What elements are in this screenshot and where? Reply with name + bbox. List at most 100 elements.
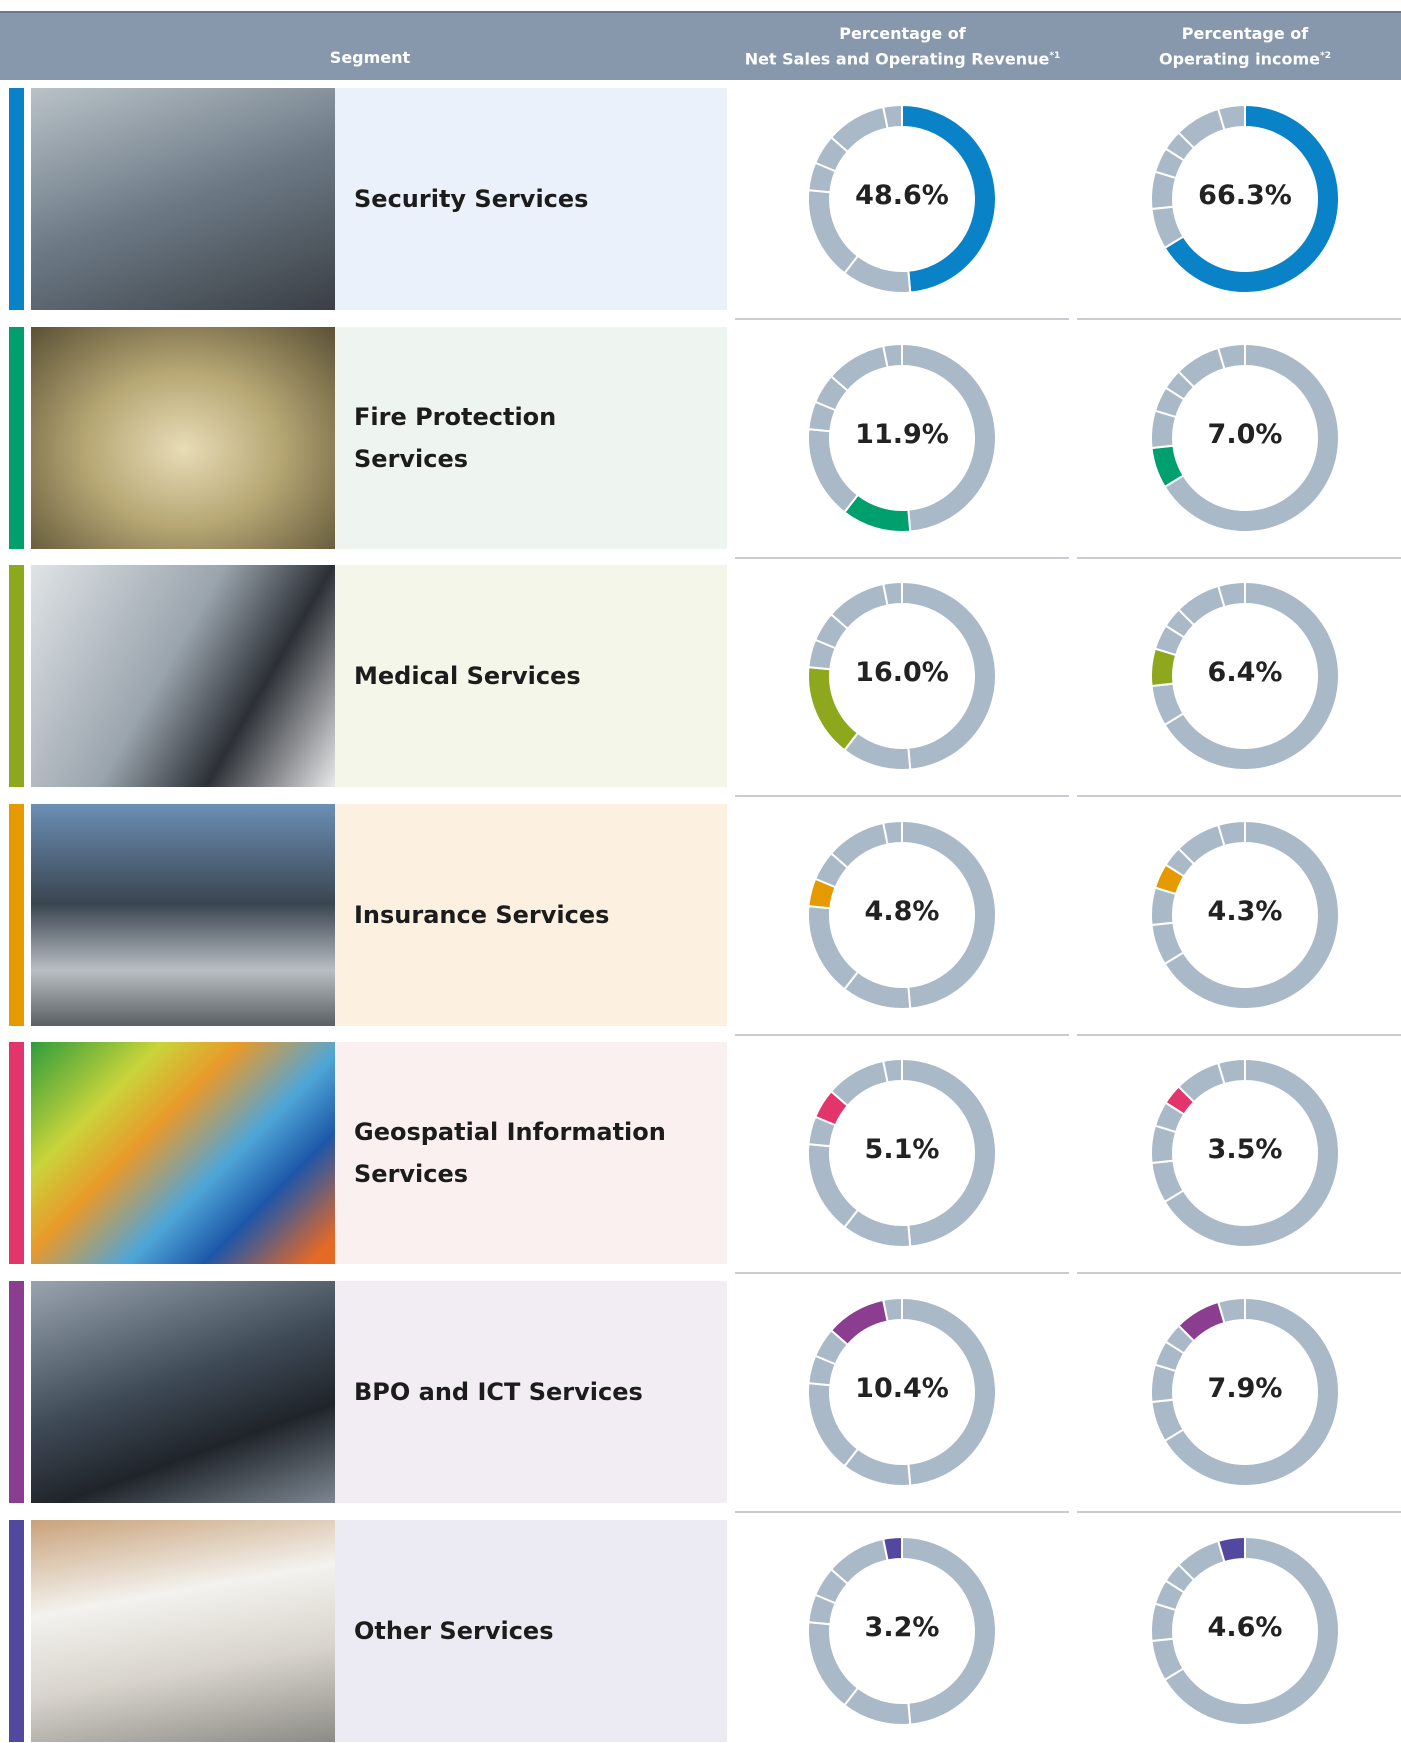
segment-header: Segment [329, 48, 411, 67]
segment-name-text: Security Services [354, 185, 589, 213]
segment-name: Geospatial Information Services [335, 1042, 727, 1265]
footnote-mark: *1 [1049, 51, 1061, 61]
segment-photo [31, 1519, 335, 1742]
donut-segment [829, 1060, 889, 1108]
donut-segment [829, 105, 889, 154]
footnote-mark: *2 [1320, 51, 1331, 61]
percentage-label: 4.6% [1207, 1611, 1283, 1643]
donut [1150, 1296, 1340, 1487]
donut-segment [1216, 1058, 1246, 1086]
donut-segment [1163, 1058, 1340, 1249]
donut-segment [1163, 581, 1340, 772]
donut-segment [882, 581, 903, 607]
donut [807, 819, 997, 1010]
row-separator [735, 1033, 1069, 1036]
header-bar: Segment Percentage of Net Sales and Oper… [0, 11, 1401, 80]
donut-segment [829, 1537, 889, 1585]
donut-segment [1216, 819, 1246, 848]
segment-color-bar [9, 326, 24, 549]
donut-segment [1216, 1296, 1246, 1325]
donut-segment [1216, 1535, 1246, 1563]
segment-name-text: Other Services [354, 1616, 554, 1645]
percentage-label: 3.2% [864, 1611, 940, 1643]
segment-name: Security Services [335, 88, 727, 310]
segment-name-text: Geospatial Information Services [354, 1118, 666, 1189]
segment-name-text: Fire Protection Services [354, 402, 557, 473]
row-separator [735, 1511, 1069, 1513]
donut-segment [829, 821, 889, 869]
segment-name: BPO and ICT Services [335, 1281, 727, 1503]
header-line: Operating income*2 [1085, 45, 1401, 70]
row-separator [735, 795, 1069, 798]
percentage-label: 6.4% [1207, 657, 1283, 689]
row-separator [735, 1272, 1069, 1275]
segment-name-text: Insurance Services [354, 900, 610, 929]
segment-name: Insurance Services [335, 803, 727, 1026]
donut-segment [1163, 1296, 1340, 1487]
donut-segment [882, 342, 903, 369]
percentage-label: 16.0% [855, 657, 949, 689]
donut [807, 342, 997, 533]
header-line: Operating income [1159, 49, 1321, 69]
column-header: Percentage of Net Sales and Operating Re… [720, 23, 1085, 70]
donut-segment [829, 1298, 889, 1347]
segment-photo [31, 803, 335, 1026]
percentage-label: 7.9% [1207, 1373, 1283, 1404]
segment-name-text: BPO and ICT Services [354, 1378, 643, 1406]
row-separator [1077, 556, 1401, 559]
header-line: Percentage of [839, 24, 966, 43]
header-line: Net Sales and Operating Revenue*1 [720, 45, 1085, 70]
donut-segment [1163, 342, 1340, 533]
percentage-label: 11.9% [855, 418, 949, 450]
percentage-label: 4.3% [1207, 895, 1283, 927]
segment-name-text: Medical Services [354, 662, 581, 691]
percentage-label: 10.4% [855, 1373, 949, 1404]
percentage-label: 66.3% [1198, 180, 1292, 211]
segment-photo [31, 88, 335, 310]
row-separator [735, 556, 1069, 559]
row-separator [1077, 1511, 1401, 1513]
donut-segment [1163, 1535, 1340, 1726]
segment-name: Other Services [335, 1519, 727, 1742]
segment-color-bar [9, 565, 24, 788]
donut [1150, 1535, 1340, 1726]
donut-segment [1216, 581, 1246, 609]
donut-segment [882, 1535, 903, 1562]
column-header: Percentage of Operating income*2 [1085, 23, 1401, 70]
segment-color-bar [9, 1042, 24, 1265]
segment-color-bar [9, 1281, 24, 1503]
donut-segment [1163, 819, 1340, 1010]
donut-segment [1216, 103, 1246, 132]
row-separator [1077, 318, 1401, 320]
donut [807, 581, 997, 772]
donut-segment [882, 819, 903, 846]
percentage-label: 48.6% [855, 180, 949, 211]
percentage-label: 5.1% [864, 1134, 940, 1166]
donut [807, 103, 997, 294]
segment-photo [31, 1042, 335, 1265]
donut-segment [882, 1296, 903, 1323]
segment-color-bar [9, 803, 24, 1026]
donut-segment [1163, 103, 1340, 294]
donut-segment [829, 582, 889, 631]
donut [807, 1058, 997, 1249]
header-line: Net Sales and Operating Revenue [744, 49, 1050, 69]
donut [1150, 1058, 1340, 1249]
segment-photo [31, 565, 335, 788]
donut-segment [882, 103, 903, 130]
segment-photo [31, 326, 335, 549]
percentage-label: 7.0% [1207, 418, 1283, 450]
donut [1150, 819, 1340, 1010]
row-separator [1077, 1272, 1401, 1275]
segment-photo [31, 1281, 335, 1503]
percentage-label: 4.8% [864, 895, 940, 927]
donut [807, 1535, 997, 1726]
donut-segment [882, 1058, 903, 1085]
donut [1150, 342, 1340, 533]
segment-name: Fire Protection Services [335, 326, 727, 549]
row-separator [735, 318, 1069, 320]
header-line: Percentage of [1181, 24, 1309, 43]
donut-segment [1216, 342, 1246, 370]
segment-name: Medical Services [335, 565, 727, 788]
